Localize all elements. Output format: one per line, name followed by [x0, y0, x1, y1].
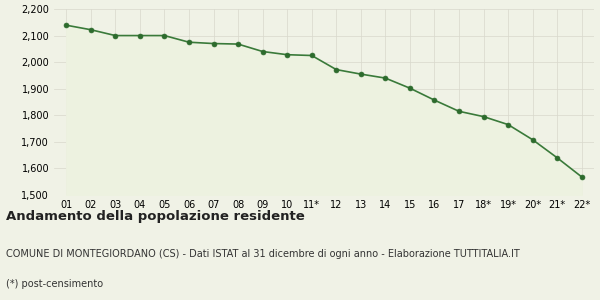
Text: COMUNE DI MONTEGIORDANO (CS) - Dati ISTAT al 31 dicembre di ogni anno - Elaboraz: COMUNE DI MONTEGIORDANO (CS) - Dati ISTA… [6, 249, 520, 259]
Text: (*) post-censimento: (*) post-censimento [6, 279, 103, 289]
Text: Andamento della popolazione residente: Andamento della popolazione residente [6, 210, 305, 223]
